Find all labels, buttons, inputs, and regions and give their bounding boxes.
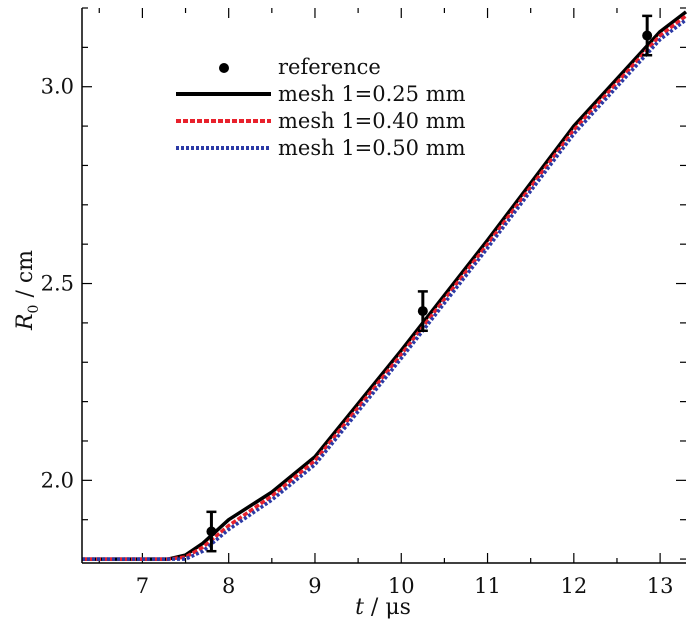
x-tick-label: 7: [136, 574, 149, 598]
plot-lines: [82, 10, 688, 561]
x-tick-label: 12: [560, 574, 587, 598]
x-tick-label: 11: [474, 574, 501, 598]
legend: reference mesh 1=0.25 mm mesh 1=0.40 mm …: [176, 55, 466, 160]
x-axis-label: t / μs: [355, 595, 411, 620]
y-tick-label: 3.0: [41, 75, 74, 99]
y-tick-label: 2.0: [41, 468, 74, 492]
axes: [81, 8, 686, 564]
legend-entry-reference: reference: [219, 55, 381, 79]
reference-point-2: [642, 30, 653, 41]
reference-point-1: [417, 306, 428, 317]
x-tick-label: 9: [308, 574, 321, 598]
legend-label-series-0: mesh 1=0.25 mm: [278, 82, 466, 106]
legend-entry-series-1: mesh 1=0.40 mm: [176, 109, 466, 133]
legend-entry-series-2: mesh 1=0.50 mm: [176, 136, 466, 160]
axis-ticks: [82, 7, 686, 563]
legend-label-reference: reference: [278, 55, 381, 79]
y-tick-label: 2.5: [41, 272, 74, 296]
x-tick-label: 10: [388, 574, 415, 598]
legend-label-series-2: mesh 1=0.50 mm: [278, 136, 466, 160]
legend-marker-reference: [219, 63, 229, 73]
x-tick-label: 8: [222, 574, 235, 598]
legend-entry-series-0: mesh 1=0.25 mm: [176, 82, 466, 106]
legend-label-series-1: mesh 1=0.40 mm: [278, 109, 466, 133]
reference-points: [206, 14, 653, 553]
series-line-2: [82, 18, 688, 561]
tick-labels: 7 8 9 10 11 12 13 2.0 2.5 3.0: [41, 75, 674, 598]
reference-point-0: [206, 526, 217, 537]
y-axis-label: R0 / cm: [13, 250, 42, 331]
x-tick-label: 13: [647, 574, 674, 598]
